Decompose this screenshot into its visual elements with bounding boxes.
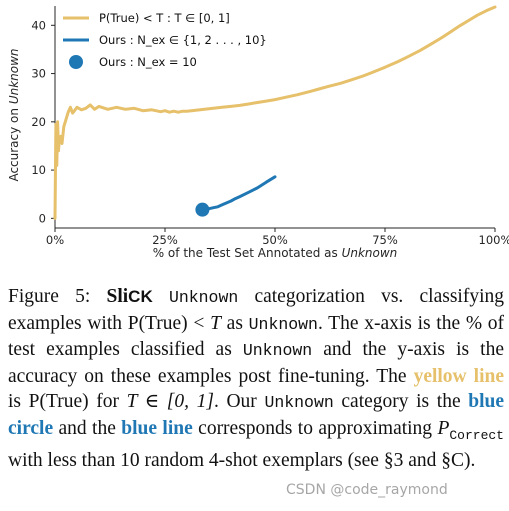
caption-text: is P(True) for [8,391,127,412]
caption-text [153,286,169,307]
y-axis-label: Accuracy on Unknown [7,48,21,181]
caption-yellow-line: yellow line [413,365,504,387]
series-line-0 [53,5,497,220]
caption-text: category is the [333,391,469,412]
chart: 0% 25% 50% 75% 100% 0 10 20 30 40 % of the Test Se… [7,5,509,260]
caption-text: categorization vs. classifying examples … [8,286,504,334]
series-group [53,5,497,220]
caption-math: P [437,417,450,439]
x-tick-label: 100% [479,233,509,247]
series-line-1 [203,175,277,212]
caption-math-sub: Correct [449,427,504,443]
y-tick-label: 20 [31,115,46,129]
caption-mono: Unknown [264,393,334,412]
caption-math: T [210,312,221,334]
y-tick-label: 40 [31,18,46,32]
series-point-2 [195,202,210,217]
caption-math: T ∈ [0, 1] [126,391,214,412]
caption-blue-circle: blue circle [8,391,504,439]
x-tick-label: 25% [152,233,178,247]
caption-slick-sl: Sli [106,286,129,307]
legend: P(True) < T : T ∈ [0, 1] Ours : N_ex ∈ {1… [63,11,267,69]
caption-slick-ck: CK [128,287,153,306]
axes: 0% 25% 50% 75% 100% 0 10 20 30 40 % of the Test Se… [7,6,509,260]
legend-label: Ours : N_ex = 10 [99,55,197,69]
caption-text: and the [53,417,122,439]
figure-caption: Figure 5: SliCK Unknown categorization v… [8,284,504,473]
y-tick-label: 30 [31,67,46,81]
legend-label: Ours : N_ex ∈ {1, 2 . . . , 10} [99,33,267,47]
y-tick-label: 10 [31,163,46,177]
x-tick-label: 50% [262,233,288,247]
x-tick-label: 75% [372,233,398,247]
caption-text: . The x-axis is the % of test examples c… [8,312,505,361]
watermark: CSDN @code_raymond [286,482,448,498]
caption-mono: Unknown [242,341,313,360]
caption-text: and the y-axis is the accuracy on these … [8,339,504,387]
caption-text: . Our [213,391,265,412]
legend-label: P(True) < T : T ∈ [0, 1] [99,11,230,25]
caption-text: as [220,312,249,334]
caption-fig-label: Figure 5: [8,286,107,307]
caption-mono: Unknown [248,314,318,334]
caption-blue-line: blue line [121,417,193,439]
x-axis-label: % of the Test Set Annotated as Unknown [153,246,398,260]
y-tick-label: 0 [39,211,46,225]
legend-swatch-marker [69,55,83,69]
caption-text: corresponds to approximating [192,417,438,439]
caption-mono: Unknown [168,288,239,307]
x-tick-label: 0% [46,233,64,247]
caption-text: with less than 10 random 4-shot exemplar… [8,449,476,471]
